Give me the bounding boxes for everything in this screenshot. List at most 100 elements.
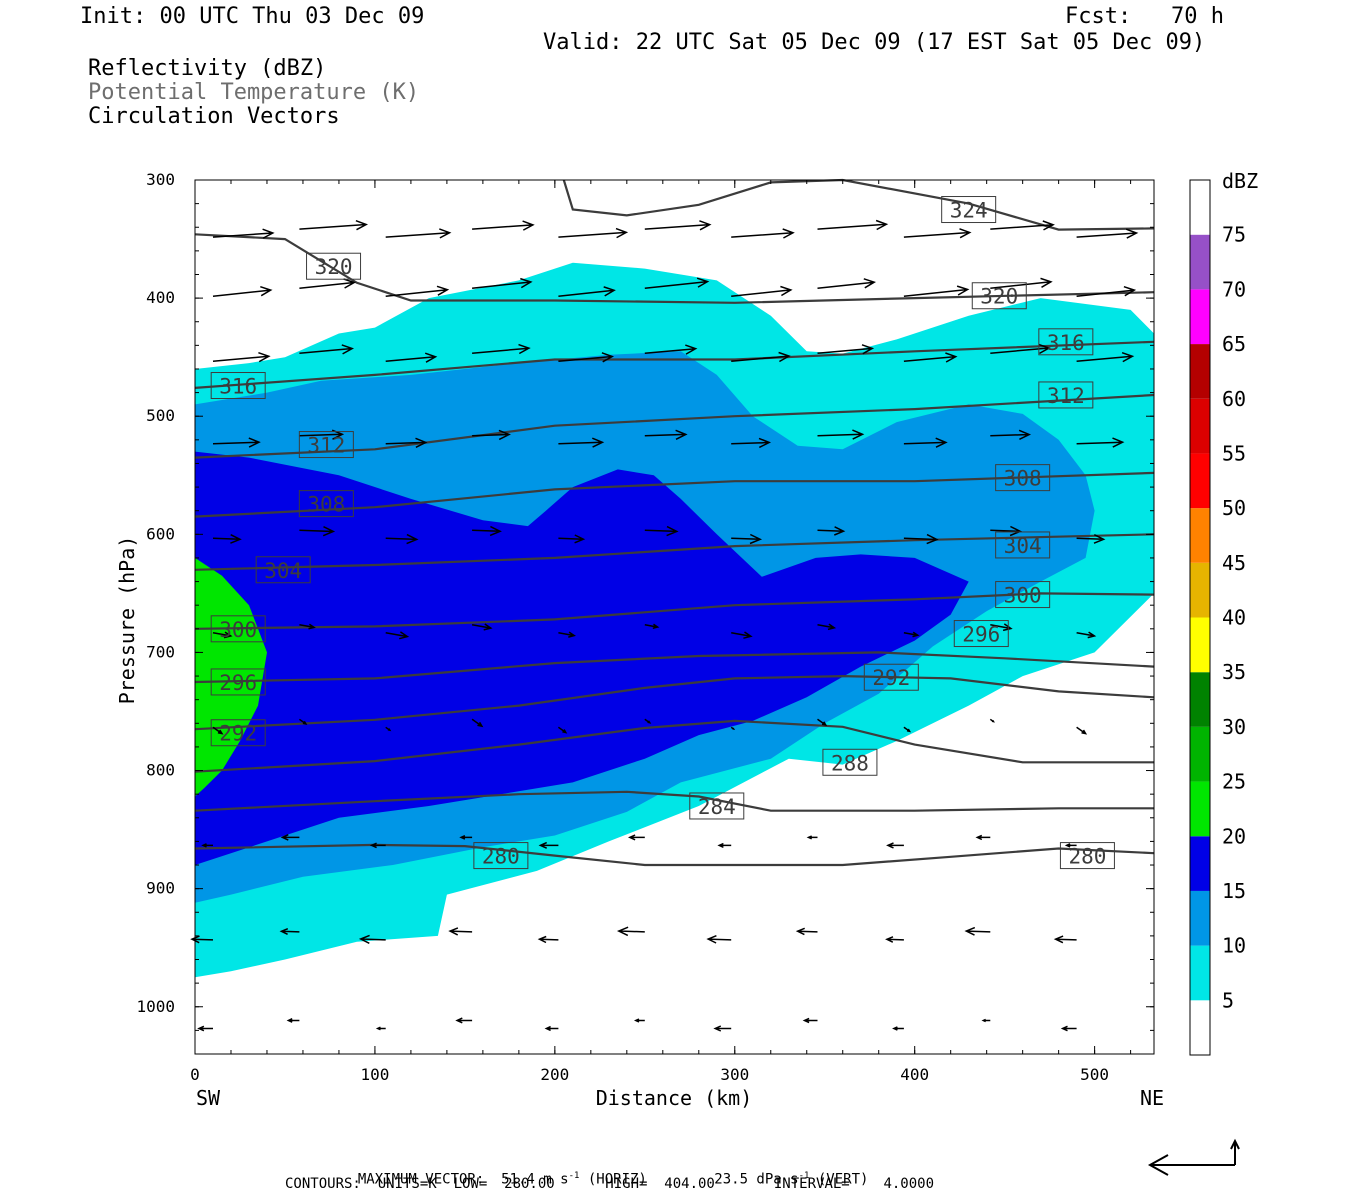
- circulation-vector: [990, 220, 1055, 231]
- contour-label-box: [995, 464, 1051, 492]
- contour-label-text: 300: [219, 618, 257, 642]
- circulation-vector: [385, 352, 438, 363]
- circulation-vector: [286, 1018, 300, 1023]
- colorbar-swatch: [1190, 289, 1210, 345]
- circulation-vector: [817, 718, 828, 727]
- isentrope-312: [194, 393, 1155, 459]
- circulation-vector: [644, 623, 660, 630]
- circulation-vector: [644, 344, 698, 355]
- forecast-hour: Fcst: 70 h: [1065, 4, 1224, 29]
- isentrope-296: [194, 651, 1155, 684]
- circulation-vector: [279, 928, 300, 935]
- contour-label-316: 316: [1038, 328, 1094, 356]
- colorbar-tick-label: 50: [1222, 496, 1246, 520]
- contour-label-box: [306, 252, 362, 280]
- colorbar-tick-label: 75: [1222, 223, 1246, 247]
- circulation-vector: [385, 285, 450, 297]
- circulation-vector: [903, 631, 920, 638]
- circulation-vector: [459, 835, 473, 840]
- contour-label-box: [298, 490, 354, 518]
- circulation-vector: [280, 834, 300, 841]
- circulation-vector: [299, 623, 316, 630]
- circulation-vector: [644, 429, 688, 440]
- circulation-vector: [558, 227, 629, 239]
- circulation-vector: [903, 352, 958, 363]
- circulation-vector: [385, 726, 392, 732]
- circulation-vector: [817, 526, 846, 536]
- contour-label-280: 280: [1059, 842, 1115, 870]
- colorbar-swatch: [1190, 672, 1210, 727]
- circulation-vector: [885, 936, 904, 943]
- contour-label-320: 320: [306, 252, 362, 280]
- circulation-vector: [212, 631, 233, 639]
- contour-label-316: 316: [210, 372, 266, 400]
- colorbar-swatch: [1190, 234, 1210, 290]
- colorbar-tick-label: 5: [1222, 988, 1234, 1012]
- circulation-vector: [886, 842, 904, 849]
- contour-label-box: [255, 556, 311, 584]
- circulation-vector: [472, 277, 533, 289]
- circulation-vector: [299, 278, 356, 289]
- circulation-vector: [981, 1018, 991, 1023]
- field-potential-temperature: Potential Temperature (K): [88, 80, 420, 105]
- contour-label-box: [1038, 381, 1094, 409]
- contours-info: CONTOURS: UNITS=K LOW= 280.00 HIGH= 404.…: [285, 1176, 935, 1192]
- colorbar-tick-label: 60: [1222, 387, 1246, 411]
- contour-label-box: [1038, 328, 1094, 356]
- contour-label-text: 296: [219, 671, 257, 695]
- circulation-vector: [990, 623, 1013, 632]
- colorbar-title: dBZ: [1222, 169, 1258, 193]
- circulation-vector: [1076, 437, 1125, 448]
- contour-label-box: [953, 620, 1009, 648]
- colorbar-tick-label: 20: [1222, 824, 1246, 848]
- circulation-vector: [817, 278, 877, 289]
- circulation-vector: [806, 835, 818, 840]
- circulation-vector: [472, 429, 511, 441]
- circulation-vector: [1060, 1025, 1077, 1032]
- circulation-vector: [990, 525, 1023, 537]
- circulation-vector: [448, 927, 473, 936]
- contour-label-308: 308: [995, 464, 1051, 492]
- contour-label-304: 304: [995, 531, 1051, 559]
- reflectivity-region-20: [195, 557, 267, 797]
- contour-label-text: 292: [872, 666, 910, 690]
- reflectivity-region-15: [195, 451, 969, 865]
- circulation-vector: [627, 834, 645, 841]
- circulation-vector: [990, 277, 1053, 289]
- contour-label-box: [689, 792, 745, 820]
- circulation-vector: [558, 286, 616, 297]
- x-tick-label: 0: [190, 1065, 200, 1084]
- circulation-vector: [817, 429, 865, 440]
- isentrope-contours: [194, 178, 1155, 867]
- circulation-vector: [472, 220, 535, 231]
- colorbar-tick-label: 70: [1222, 277, 1246, 301]
- circulation-vector: [201, 843, 213, 848]
- circulation-vector: [455, 1017, 473, 1024]
- circulation-vector: [385, 437, 428, 448]
- circulation-vector: [892, 1026, 904, 1031]
- sw-label: SW: [196, 1086, 221, 1110]
- circulation-vector: [558, 352, 615, 363]
- contour-label-box: [210, 668, 266, 696]
- colorbar-swatch: [1190, 453, 1210, 509]
- circulation-vector: [731, 351, 791, 363]
- contour-label-text: 284: [698, 795, 736, 819]
- y-tick-label: 400: [146, 288, 175, 307]
- contour-label-280: 280: [473, 842, 529, 870]
- contour-label-text: 304: [1004, 534, 1042, 558]
- contour-label-text: 292: [219, 722, 257, 746]
- contour-label-text: 312: [1047, 384, 1085, 408]
- colorbar-swatch: [1190, 945, 1210, 1001]
- circulation-vector: [212, 351, 271, 363]
- contour-label-292: 292: [210, 719, 266, 747]
- circulation-vector: [903, 285, 970, 297]
- circulation-vector: [964, 926, 991, 936]
- circulation-vector: [616, 926, 645, 937]
- circulation-vector: [1076, 534, 1106, 544]
- circulation-vector: [731, 228, 795, 239]
- circulation-vector: [212, 726, 224, 735]
- circulation-vector: [558, 534, 586, 544]
- isentrope-284: [194, 790, 1154, 812]
- contour-label-box: [941, 196, 997, 224]
- contour-label-text: 324: [950, 199, 988, 223]
